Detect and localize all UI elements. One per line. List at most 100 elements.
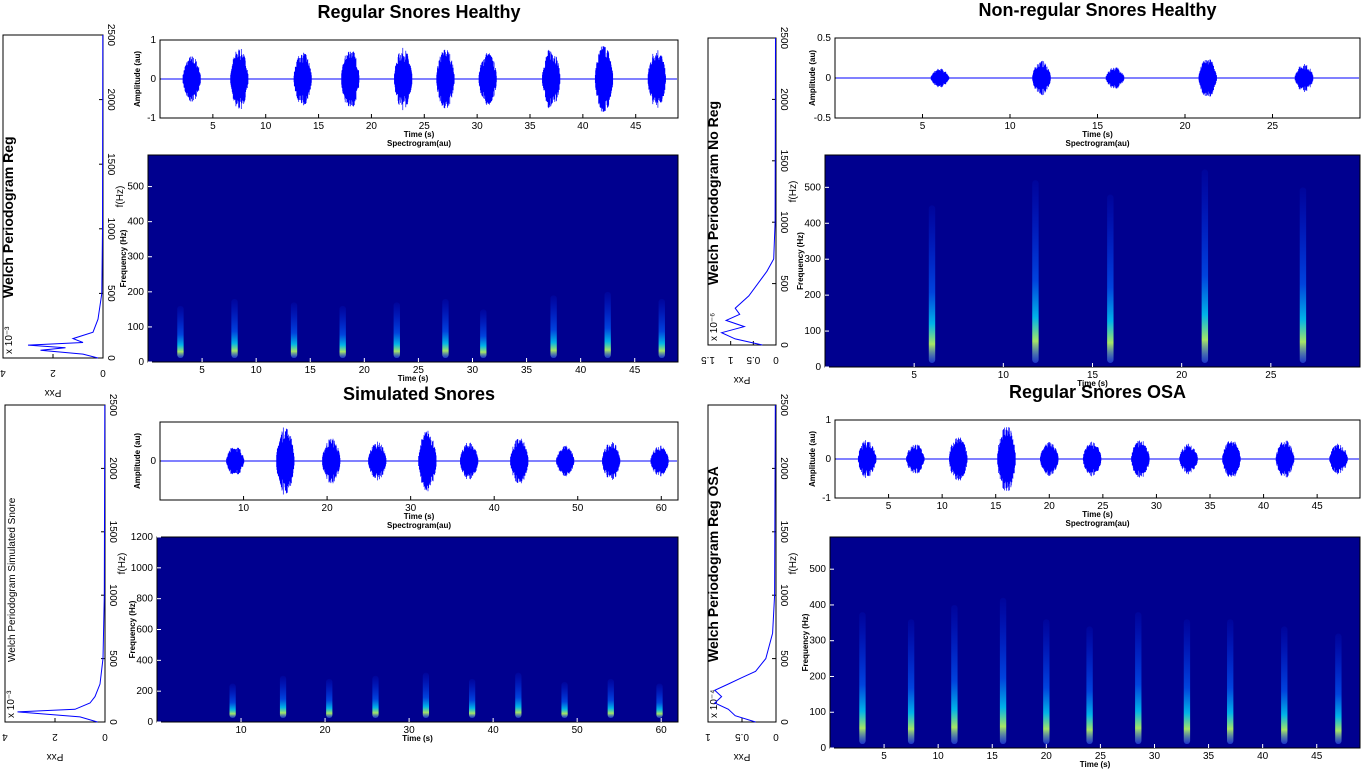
exponent: x 10⁻³ (6, 690, 17, 718)
y-tick-label: 1500 (107, 521, 118, 544)
x-tick-label: 40 (1258, 501, 1270, 512)
snore-burst (542, 49, 561, 109)
y-axis-label: Frequency (Hz) (128, 600, 137, 658)
snore-burst (368, 441, 387, 481)
spectral-streak (951, 604, 958, 744)
x-tick-label: 30 (467, 365, 479, 376)
x-axis-label: Time (s) (1080, 760, 1111, 769)
snore-burst (1329, 443, 1348, 475)
spectral-streak (1135, 612, 1142, 744)
y-tick-label: 400 (809, 600, 826, 611)
x-tick-label: 2 (50, 367, 56, 378)
y-tick-label: 200 (136, 686, 153, 697)
y-tick-label: 0 (825, 454, 831, 465)
y-tick-label: 1000 (105, 218, 116, 241)
x-axis-label: Time (s) (404, 512, 435, 521)
x-tick-label: 35 (524, 121, 536, 132)
snore-burst (418, 430, 437, 492)
snore-burst (1198, 59, 1217, 97)
y-tick-label: 500 (127, 182, 144, 193)
plot-frame (4, 404, 106, 723)
x-tick-label: 25 (413, 365, 425, 376)
x-tick-label: 15 (1092, 121, 1104, 132)
x-axis-label: Pxx (45, 387, 62, 398)
y-axis-label: Amplitude (au) (808, 431, 817, 487)
x-tick-label: 25 (1095, 751, 1107, 762)
snore-burst (436, 49, 455, 109)
y-axis-label: Welch Periodogram Simulated Snore (7, 497, 18, 662)
snore-burst (1040, 442, 1059, 476)
x-tick-label: 30 (472, 121, 484, 132)
y-tick-label: 0.5 (817, 33, 831, 44)
y-axis-label: Welch Periodogram Reg OSA (705, 466, 721, 662)
y-tick-label: 1 (150, 35, 156, 46)
snore-burst (478, 53, 497, 105)
y-tick-label: 0 (825, 73, 831, 84)
y-tick-label: 500 (107, 650, 118, 667)
snore-burst (930, 68, 950, 88)
x-axis-label: Time (s) (398, 374, 429, 383)
y-tick-label: 0 (147, 717, 153, 728)
y-tick-label: 500 (804, 182, 821, 193)
spectral-streak (1043, 619, 1050, 744)
snore-burst (226, 447, 245, 475)
x-axis-label: Time (s) (404, 130, 435, 139)
x-tick-label: 20 (1044, 501, 1056, 512)
x-tick-label: 20 (320, 725, 332, 736)
spectral-streak (442, 298, 449, 358)
y-tick-label: 2500 (778, 394, 789, 417)
plot-frame (2, 34, 104, 359)
x-tick-label: 20 (322, 503, 334, 514)
spectral-streak (658, 298, 665, 358)
x-tick-label: 30 (1151, 501, 1163, 512)
spectral-streak (515, 672, 522, 718)
y-tick-label: 2000 (107, 457, 118, 480)
x-tick-label: 5 (210, 121, 216, 132)
periodogram-line (27, 34, 104, 359)
x-tick-label: 10 (937, 501, 949, 512)
chart-title: Regular Snores OSA (1009, 382, 1186, 402)
snore-burst (182, 56, 201, 102)
y-tick-label: 300 (127, 252, 144, 263)
spectral-streak (229, 683, 236, 718)
spectral-streak (1032, 180, 1039, 363)
x-tick-label: 4 (2, 731, 8, 742)
y-axis-label: Frequency (Hz) (119, 229, 128, 287)
plot-frame (824, 154, 1361, 368)
spectral-streak (928, 205, 936, 363)
y-tick-label: 0 (150, 74, 156, 85)
spectral-streak (468, 678, 476, 718)
y2-axis-label: f(Hz) (788, 553, 799, 575)
spectral-streak (339, 305, 346, 358)
x-tick-label: 0 (773, 731, 779, 742)
x-tick-label: 15 (305, 365, 317, 376)
x-tick-label: 40 (488, 725, 500, 736)
y-tick-label: 0 (138, 357, 144, 368)
y2-axis-label: f(Hz) (788, 181, 799, 203)
x-tick-label: 30 (404, 725, 416, 736)
y-tick-label: 500 (778, 650, 789, 667)
x-tick-label: 10 (998, 370, 1010, 381)
periodogram-line (17, 404, 106, 723)
y2-axis-label: f(Hz) (115, 186, 126, 208)
spectral-streak (607, 678, 614, 718)
y-tick-label: 300 (809, 636, 826, 647)
spectral-streak (177, 305, 184, 358)
x-tick-label: 15 (313, 121, 325, 132)
plot-frame (829, 536, 1361, 749)
snore-burst (650, 445, 669, 477)
snore-burst (949, 437, 968, 481)
x-tick-label: 20 (359, 365, 371, 376)
y-tick-label: 500 (105, 285, 116, 302)
snore-burst (394, 47, 413, 111)
x-tick-label: 35 (1204, 501, 1216, 512)
spectral-streak (1281, 626, 1288, 744)
x-tick-label: 15 (990, 501, 1002, 512)
y-tick-label: 2500 (107, 394, 118, 417)
y-tick-label: -1 (822, 493, 831, 504)
spectral-streak (999, 597, 1007, 744)
x-tick-label: 25 (1265, 370, 1277, 381)
y-tick-label: 500 (778, 275, 789, 292)
y-tick-label: 1000 (778, 211, 789, 234)
